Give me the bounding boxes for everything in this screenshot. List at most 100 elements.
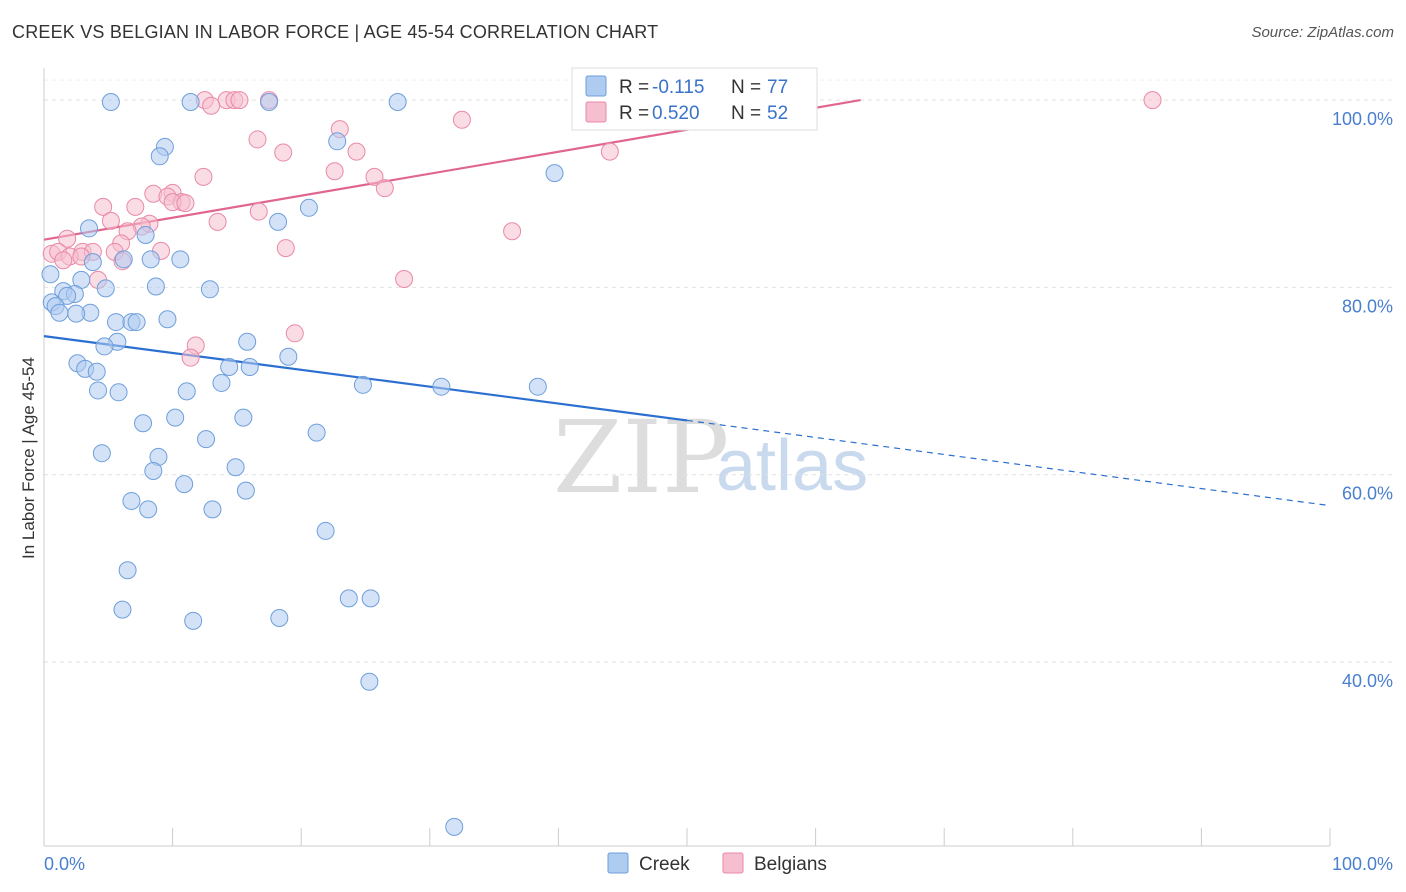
belgians-point-7 (202, 96, 221, 115)
belgians-point-14 (325, 162, 344, 181)
belgians-point-10 (248, 130, 267, 149)
belgians-point-48 (285, 324, 304, 343)
belgians-point-16 (365, 167, 384, 186)
legend-swatch-creek (585, 75, 607, 97)
creek-point-47 (89, 381, 108, 400)
y-axis-label: In Labor Force | Age 45-54 (19, 357, 38, 559)
creek-point-49 (166, 408, 185, 427)
belgians-point-23 (176, 194, 195, 213)
creek-points (41, 92, 564, 836)
creek-point-59 (236, 481, 255, 500)
creek-point-63 (316, 521, 335, 540)
creek-point-7 (545, 164, 564, 183)
belgians-point-3 (230, 91, 249, 110)
belgians-point-13 (600, 142, 619, 161)
creek-point-8 (299, 198, 318, 217)
belgians-point-25 (126, 197, 145, 216)
watermark-atlas: atlas (716, 426, 868, 506)
legend: R = -0.115 N = 77 R = 0.520 N = 52 (571, 67, 818, 131)
belgians-point-27 (101, 211, 120, 230)
creek-point-67 (113, 600, 132, 619)
creek-point-14 (171, 250, 190, 269)
legend-creek-r-value: -0.115 (652, 77, 704, 98)
bottom-legend-creek: Creek (639, 854, 690, 875)
creek-point-51 (134, 414, 153, 433)
belgians-point-11 (274, 143, 293, 162)
creek-point-13 (141, 250, 160, 269)
creek-point-56 (226, 458, 245, 477)
belgians-point-24 (94, 197, 113, 216)
creek-point-29 (158, 310, 177, 329)
creek-point-32 (127, 313, 146, 332)
creek-point-10 (80, 219, 99, 238)
creek-point-48 (177, 382, 196, 401)
creek-point-39 (220, 358, 239, 377)
chart-title: CREEK VS BELGIAN IN LABOR FORCE | AGE 45… (12, 22, 659, 42)
axes (43, 68, 1331, 847)
belgians-point-32 (503, 222, 522, 241)
creek-point-0 (101, 92, 120, 111)
legend-creek-n-label: N = (731, 77, 761, 98)
creek-point-2 (260, 92, 279, 111)
belgians-point-8 (452, 110, 471, 129)
belgians-point-33 (58, 229, 77, 248)
creek-point-43 (353, 375, 372, 394)
belgians-point-15 (194, 167, 213, 186)
creek-point-15 (83, 253, 102, 272)
legend-belgians-n-value: 52 (767, 103, 788, 124)
legend-box (571, 67, 818, 131)
creek-point-18 (96, 279, 115, 298)
creek-point-16 (41, 265, 60, 284)
creek-point-68 (184, 611, 203, 630)
creek-point-60 (122, 491, 141, 510)
y-tick-label-0: 40.0% (1342, 671, 1393, 691)
creek-point-58 (175, 475, 194, 494)
creek-point-11 (136, 225, 155, 244)
bottom-legend-swatch-creek (607, 852, 629, 874)
chart-source: Source: ZipAtlas.com (1251, 24, 1394, 41)
belgians-point-6 (1143, 91, 1162, 110)
belgians-point-44 (54, 251, 73, 270)
belgians-point-47 (395, 269, 414, 288)
creek-point-64 (118, 561, 137, 580)
bottom-legend-belgians: Belgians (754, 854, 827, 875)
legend-swatch-belgians (585, 101, 607, 123)
creek-point-35 (95, 337, 114, 356)
creek-point-50 (234, 408, 253, 427)
belgians-point-12 (347, 142, 366, 161)
creek-point-19 (146, 277, 165, 296)
creek-point-65 (339, 589, 358, 608)
x-tick-label-1: 100.0% (1332, 854, 1393, 874)
belgians-points (42, 91, 1162, 367)
creek-point-36 (279, 347, 298, 366)
creek-point-46 (109, 383, 128, 402)
creek-point-30 (107, 313, 126, 332)
y-tick-label-2: 80.0% (1342, 296, 1393, 316)
legend-belgians-r-label: R = (619, 103, 649, 124)
y-tick-labels: 40.0% 60.0% 80.0% 100.0% (1332, 109, 1393, 691)
bottom-legend-swatch-belgians (722, 852, 744, 874)
belgians-point-26 (249, 202, 268, 221)
creek-point-9 (269, 212, 288, 231)
creek-point-61 (139, 500, 158, 519)
creek-point-52 (307, 423, 326, 442)
belgians-point-28 (208, 212, 227, 231)
legend-belgians-n-label: N = (731, 103, 761, 124)
creek-point-6 (328, 132, 347, 151)
creek-point-66 (361, 589, 380, 608)
bottom-legend: Creek Belgians (607, 852, 827, 875)
x-tick-label-0: 0.0% (44, 854, 85, 874)
creek-point-54 (92, 444, 111, 463)
x-tick-labels: 0.0% 100.0% (44, 854, 1393, 874)
creek-point-62 (203, 500, 222, 519)
legend-creek-n-value: 77 (767, 77, 788, 98)
creek-point-20 (200, 280, 219, 299)
creek-point-71 (445, 817, 464, 836)
creek-point-40 (240, 358, 259, 377)
creek-point-42 (212, 373, 231, 392)
creek-point-57 (144, 461, 163, 480)
creek-point-34 (238, 332, 257, 351)
belgians-point-18 (375, 179, 394, 198)
creek-point-41 (87, 362, 106, 381)
